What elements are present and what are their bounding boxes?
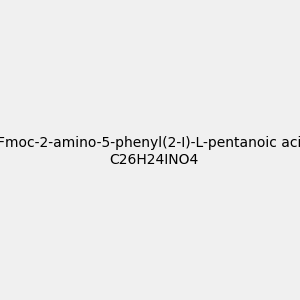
- Text: Fmoc-2-amino-5-phenyl(2-I)-L-pentanoic acid
C26H24INO4: Fmoc-2-amino-5-phenyl(2-I)-L-pentanoic a…: [0, 136, 300, 166]
